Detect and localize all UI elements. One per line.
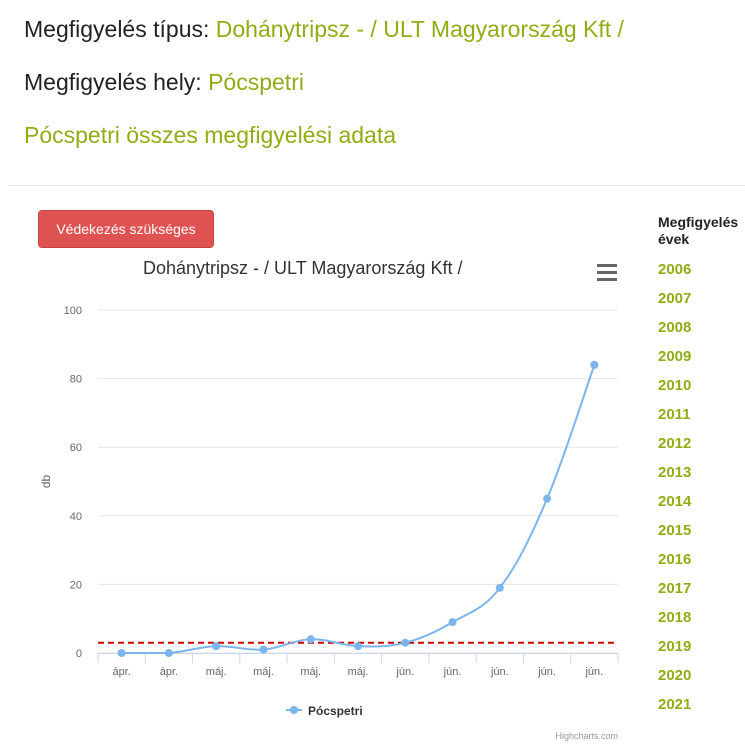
year-link-2019[interactable]: 2019 [658, 638, 692, 655]
year-link-2009[interactable]: 2009 [658, 348, 692, 365]
years-heading-line2: évek [658, 231, 690, 247]
observation-type-line: Megfigyelés típus: Dohánytripsz - / ULT … [24, 16, 624, 43]
year-link-2017[interactable]: 2017 [658, 580, 692, 597]
hamburger-menu-icon[interactable] [597, 264, 617, 282]
y-tick-label: 60 [70, 442, 82, 454]
y-tick-label: 0 [76, 648, 82, 660]
year-link-2021[interactable]: 2021 [658, 696, 692, 713]
x-tick-label: ápr. [160, 666, 178, 678]
x-tick-label: jún. [537, 666, 556, 678]
divider [8, 185, 745, 186]
years-list: 2006 2007 2008 2009 2010 2011 2012 2013 2014 2015… [658, 260, 691, 724]
highcharts-credit[interactable]: Highcharts.com [555, 731, 618, 741]
year-link-2008[interactable]: 2008 [658, 319, 692, 336]
year-link-2013[interactable]: 2013 [658, 464, 692, 481]
year-link-2012[interactable]: 2012 [658, 435, 692, 452]
data-point[interactable] [448, 618, 457, 627]
year-link-2011[interactable]: 2011 [658, 406, 691, 423]
years-heading-line1: Megfigyelés [658, 214, 739, 230]
data-point[interactable] [117, 649, 126, 657]
x-tick-label: jún. [584, 666, 603, 678]
year-link-2007[interactable]: 2007 [658, 290, 692, 307]
data-point[interactable] [543, 494, 552, 503]
x-tick-label: jún. [443, 666, 462, 678]
observation-type-value[interactable]: Dohánytripsz - / ULT Magyarország Kft / [215, 16, 624, 42]
x-tick-label: máj. [348, 666, 369, 678]
y-tick-label: 20 [70, 579, 82, 591]
year-link-2010[interactable]: 2010 [658, 377, 692, 394]
series-line-pocspetri [121, 364, 596, 654]
year-link-2016[interactable]: 2016 [658, 551, 692, 568]
observation-place-label: Megfigyelés hely: [24, 69, 202, 95]
data-point[interactable] [212, 642, 221, 651]
year-link-2020[interactable]: 2020 [658, 667, 692, 684]
x-tick-label: máj. [253, 666, 274, 678]
y-axis-title: db [39, 475, 53, 489]
x-tick-label: máj. [300, 666, 321, 678]
protection-needed-button[interactable]: Védekezés szükséges [38, 210, 214, 248]
legend-item-pocspetri[interactable]: Pócspetri [308, 704, 363, 718]
y-tick-label: 80 [70, 374, 82, 386]
year-link-2014[interactable]: 2014 [658, 493, 692, 510]
data-point[interactable] [259, 645, 268, 654]
observation-type-label: Megfigyelés típus: [24, 16, 210, 42]
observation-place-value[interactable]: Pócspetri [208, 69, 304, 95]
year-link-2015[interactable]: 2015 [658, 522, 692, 539]
x-tick-label: jún. [395, 666, 414, 678]
years-heading: Megfigyelés évek [658, 214, 745, 248]
x-tick-label: ápr. [112, 666, 130, 678]
y-tick-label: 40 [70, 511, 82, 523]
legend-symbol-marker [290, 706, 298, 714]
y-tick-label: 100 [64, 305, 82, 317]
x-tick-label: jún. [490, 666, 509, 678]
data-point[interactable] [590, 360, 599, 369]
data-point[interactable] [354, 642, 362, 651]
chart-title: Dohánytripsz - / ULT Magyarország Kft / [143, 258, 463, 278]
data-point[interactable] [164, 649, 173, 657]
data-point[interactable] [495, 583, 504, 592]
data-point[interactable] [401, 638, 410, 647]
x-tick-label: máj. [206, 666, 227, 678]
data-point[interactable] [306, 635, 315, 644]
year-link-2006[interactable]: 2006 [658, 261, 692, 278]
page-subtitle: Pócspetri összes megfigyelési adata [24, 122, 397, 148]
year-link-2018[interactable]: 2018 [658, 609, 692, 626]
observation-place-line: Megfigyelés hely: Pócspetri [24, 69, 304, 96]
